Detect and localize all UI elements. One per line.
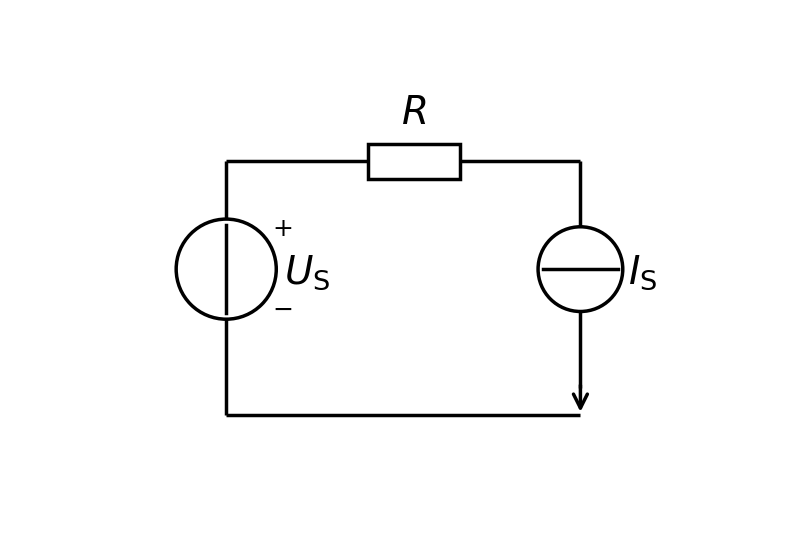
Text: $U_{\rm S}$: $U_{\rm S}$ bbox=[284, 254, 330, 292]
Text: $+$: $+$ bbox=[271, 217, 292, 241]
Text: $-$: $-$ bbox=[271, 297, 292, 321]
Text: $R$: $R$ bbox=[402, 95, 427, 132]
Text: $I_{\rm S}$: $I_{\rm S}$ bbox=[628, 254, 658, 292]
Bar bbox=[368, 144, 461, 178]
